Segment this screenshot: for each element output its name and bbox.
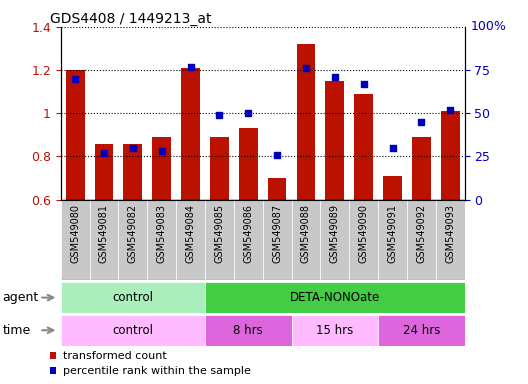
Bar [297,44,315,200]
Bar [147,200,176,280]
Text: control: control [112,291,153,304]
Bar [325,81,344,200]
Bar [234,200,263,280]
Point [331,74,339,80]
Point [301,65,310,71]
Text: GSM549080: GSM549080 [70,204,80,263]
Text: GSM549082: GSM549082 [128,204,138,263]
Bar [291,200,320,280]
Point [129,145,137,151]
Bar [210,137,229,200]
Bar [239,128,258,200]
Text: GSM549081: GSM549081 [99,204,109,263]
Bar [152,137,171,200]
Bar [95,144,114,200]
Text: DETA-NONOate: DETA-NONOate [290,291,380,304]
Bar [378,200,407,280]
Bar [61,282,205,313]
Point [273,152,281,158]
Text: GSM549085: GSM549085 [214,204,224,263]
Bar [441,111,459,200]
Bar [66,70,84,200]
Bar [268,178,287,200]
Bar [181,68,200,200]
Bar [291,315,378,346]
Bar [436,200,465,280]
Bar [407,200,436,280]
Text: 15 hrs: 15 hrs [316,324,353,337]
Text: percentile rank within the sample: percentile rank within the sample [63,366,251,376]
Text: control: control [112,324,153,337]
Bar [378,315,465,346]
Text: GSM549083: GSM549083 [157,204,167,263]
Bar [262,200,291,280]
Point [360,81,368,87]
Bar [124,144,142,200]
Point [215,112,224,118]
Text: GSM549088: GSM549088 [301,204,311,263]
Bar [205,282,465,313]
Text: GSM549086: GSM549086 [243,204,253,263]
Point [71,76,79,82]
Text: GSM549092: GSM549092 [417,204,427,263]
Point [244,110,252,116]
Bar [349,200,378,280]
Text: GDS4408 / 1449213_at: GDS4408 / 1449213_at [50,12,212,25]
Text: transformed count: transformed count [63,351,167,361]
Text: GSM549089: GSM549089 [330,204,340,263]
Bar [205,200,234,280]
Point [100,150,108,156]
Point [388,145,397,151]
Text: 24 hrs: 24 hrs [403,324,440,337]
Bar [383,176,402,200]
Bar [176,200,205,280]
Text: agent: agent [3,291,39,304]
Bar [61,315,205,346]
Text: 8 hrs: 8 hrs [233,324,263,337]
Text: time: time [3,324,31,337]
Bar [320,200,349,280]
Bar [412,137,431,200]
Bar [205,315,291,346]
Text: 100%: 100% [470,20,506,33]
Point [417,119,426,125]
Text: GSM549091: GSM549091 [388,204,398,263]
Bar [354,94,373,200]
Point [446,107,455,113]
Bar [90,200,118,280]
Text: GSM549084: GSM549084 [185,204,195,263]
Bar [118,200,147,280]
Point [186,64,195,70]
Text: GSM549090: GSM549090 [359,204,369,263]
Text: GSM549087: GSM549087 [272,204,282,263]
Text: GSM549093: GSM549093 [445,204,455,263]
Point [157,148,166,154]
Bar [61,200,90,280]
